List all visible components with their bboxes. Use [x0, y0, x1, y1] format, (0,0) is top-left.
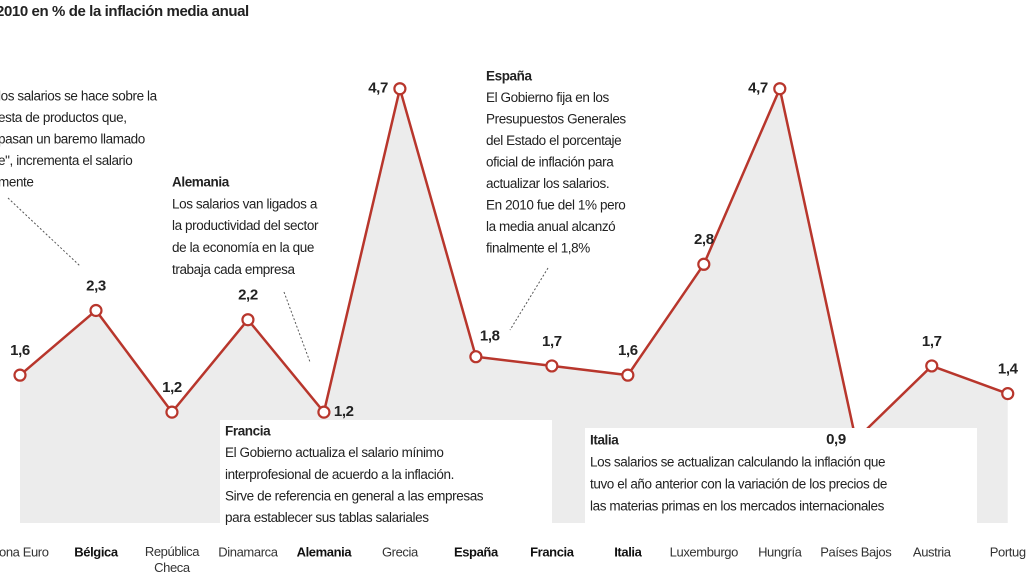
annotation-text: la media anual alcanzó	[486, 219, 615, 234]
annotation-text: e", incrementa el salario	[0, 153, 132, 168]
value-label: 1,4	[998, 361, 1019, 378]
annotation-title: Francia	[225, 424, 271, 439]
x-tick-label: Austria	[913, 544, 952, 559]
point	[13, 368, 27, 382]
annotation-text: interprofesional de acuerdo a la inflaci…	[225, 467, 454, 482]
x-tick-label: Luxemburgo	[670, 544, 738, 559]
value-label: 0,9	[826, 431, 846, 448]
point	[773, 82, 787, 96]
value-label: 1,6	[618, 342, 638, 359]
annotation-text: Sirve de referencia en general a las emp…	[225, 488, 484, 503]
area	[20, 88, 1008, 523]
value-label: 2,3	[86, 277, 106, 294]
line	[19, 83, 1009, 443]
annotation-text: las materias primas en los mercados inte…	[590, 499, 885, 514]
point	[545, 359, 559, 373]
annotation-text: oficial de inflación para	[486, 155, 614, 170]
value-label: 2,8	[694, 231, 714, 248]
x-tick-label: Alemania	[297, 544, 353, 559]
point	[317, 405, 331, 419]
point	[697, 257, 711, 271]
annotation-title: Italia	[590, 433, 619, 448]
point	[621, 368, 635, 382]
annotation-text: actualizar los salarios.	[486, 176, 609, 191]
leader-line	[283, 291, 311, 363]
annotation-title: España	[486, 69, 533, 84]
value-label: 1,7	[542, 333, 562, 350]
annotation-title: Alemania	[172, 175, 230, 190]
point	[925, 359, 939, 373]
annotation-text: Presupuestos Generales	[486, 112, 626, 127]
x-tick-label: Hungría	[758, 544, 803, 559]
annotation-text: El Gobierno actualiza el salario mínimo	[225, 445, 444, 460]
annotation-text: trabaja cada empresa	[172, 262, 295, 277]
x-tick-label: Italia	[614, 544, 642, 559]
value-label: 1,8	[480, 328, 500, 345]
x-tick-label: Portug	[990, 544, 1026, 559]
chart-title: 2010 en % de la inflación media anual	[0, 3, 249, 20]
annotation-text: de la economía en la que	[172, 240, 314, 255]
point	[241, 313, 255, 327]
annotation-text: los salarios se hace sobre la	[0, 89, 158, 104]
x-tick-label: República Checa	[145, 544, 200, 575]
annotation-text: esta de productos que,	[0, 110, 127, 125]
x-tick-label: Países Bajos	[820, 544, 892, 559]
value-label: 1,2	[162, 379, 182, 396]
value-label: 1,6	[10, 342, 30, 359]
annotation-text: Los salarios van ligados a	[172, 196, 318, 211]
leader-line	[509, 267, 549, 331]
point	[1001, 387, 1015, 401]
annotation-text: para establecer sus tablas salariales	[225, 510, 429, 525]
annotation-box	[585, 428, 977, 524]
x-tick-label: Grecia	[382, 544, 419, 559]
point	[165, 405, 179, 419]
x-tick-label: España	[454, 544, 499, 559]
annotation-text: mente	[0, 175, 34, 190]
leader-line	[7, 197, 81, 267]
x-tick-label: Bélgica	[74, 544, 119, 559]
x-tick-label: Francia	[530, 544, 575, 559]
annotation-text: la productividad del sector	[172, 218, 319, 233]
value-label: 4,7	[748, 80, 768, 97]
annotation-text: del Estado el porcentaje	[486, 133, 621, 148]
annotation-box	[220, 420, 552, 528]
point	[469, 350, 483, 364]
value-label: 1,2	[334, 403, 354, 420]
value-label: 2,2	[238, 287, 258, 304]
annotation-text: tuvo el año anterior con la variación de…	[590, 477, 887, 492]
value-label: 4,7	[368, 80, 388, 97]
point	[393, 82, 407, 96]
annotation-text: finalmente el 1,8%	[486, 241, 590, 256]
x-tick-label: Dinamarca	[218, 544, 278, 559]
annotation-text: En 2010 fue del 1% pero	[486, 198, 625, 213]
value-label: 1,7	[922, 333, 942, 350]
x-tick-label: Zona Euro	[0, 544, 49, 559]
annotation-text: El Gobierno fija en los	[486, 90, 610, 105]
annotation-text: Los salarios se actualizan calculando la…	[590, 455, 885, 470]
annotation-text: pasan un baremo llamado	[0, 132, 145, 147]
point	[89, 303, 103, 318]
